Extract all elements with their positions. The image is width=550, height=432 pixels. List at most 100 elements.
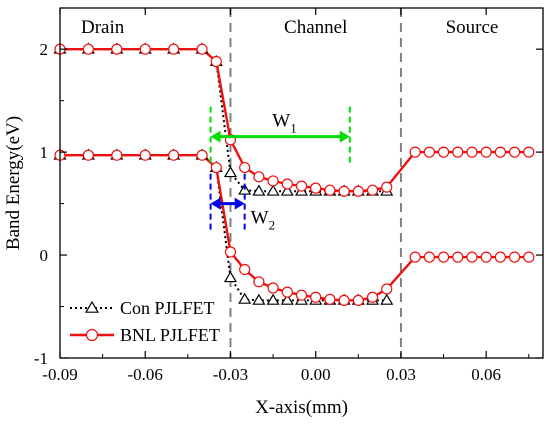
region-boundaries (229, 8, 402, 358)
w2-arrow-head-left (210, 197, 221, 210)
w1-arrow-head-left (210, 130, 221, 143)
data-point-circle (480, 146, 492, 158)
data-point-circle (494, 251, 506, 263)
data-point-triangle (380, 293, 394, 305)
data-point-circle (196, 43, 208, 55)
series-line-0-1 (60, 154, 387, 302)
data-point-circle (338, 294, 350, 306)
data-point-circle (437, 146, 450, 158)
legend-marker-1 (85, 328, 99, 342)
data-point-triangle (266, 184, 280, 196)
legend-marker-0 (84, 300, 100, 313)
w1-arrow-head-right (339, 130, 350, 143)
series-line-1-0 (60, 48, 529, 193)
data-point-circle (196, 149, 208, 161)
data-point-circle (267, 282, 279, 294)
data-point-circle (508, 251, 521, 263)
region-label-source: Source (446, 17, 499, 38)
region-label-drain: Drain (81, 17, 125, 38)
data-point-circle (111, 43, 123, 55)
data-point-circle (466, 251, 478, 263)
legend: Con PJLFET BNL PJLFET (70, 298, 220, 345)
w2-label: W (251, 208, 269, 229)
data-point-circle (253, 276, 265, 288)
series-line-0-0 (60, 48, 387, 193)
data-point-triangle (252, 293, 266, 305)
w2-label-sub: 2 (269, 218, 276, 233)
data-point-circle (423, 251, 435, 263)
data-point-circle (168, 43, 180, 55)
series-line-1-1 (60, 154, 529, 302)
data-point-circle (324, 293, 336, 305)
data-point-circle (366, 184, 379, 196)
x-tick-label: 0.00 (301, 365, 331, 384)
y-tick-label: -1 (34, 349, 48, 368)
x-tick-label: 0.06 (471, 365, 501, 384)
data-point-circle (295, 180, 308, 192)
y-axis-title: Band Energy(eV) (3, 116, 24, 250)
y-tick-label: 0 (40, 246, 49, 265)
data-point-triangle (223, 271, 238, 283)
data-point-circle (523, 251, 535, 263)
data-point-circle (310, 291, 322, 303)
data-point-circle (452, 251, 464, 263)
legend-label-0: Con PJLFET (120, 298, 215, 318)
legend-label-1: BNL PJLFET (120, 325, 220, 345)
annotations-layer: W 1W 2 (209, 106, 351, 234)
data-point-circle (139, 43, 151, 55)
data-point-circle (437, 251, 450, 263)
data-point-triangle (252, 184, 266, 196)
data-point-circle (423, 146, 435, 158)
x-tick-label: -0.03 (213, 365, 248, 384)
data-point-circle (338, 185, 350, 197)
data-point-circle (452, 146, 464, 158)
data-point-circle (310, 182, 322, 194)
data-point-triangle (280, 293, 294, 305)
region-label-channel: Channel (284, 17, 347, 38)
data-point-triangle (266, 293, 280, 305)
x-tick-label: -0.06 (128, 365, 163, 384)
x-axis-title: X-axis(mm) (255, 397, 348, 418)
data-point-circle (409, 251, 421, 263)
w1-label-sub: 1 (290, 121, 297, 136)
data-point-circle (82, 149, 95, 161)
axes-layer: -0.09 -0.06 -0.03 0.00 0.03 0.06 -1 0 1 2 X-axis(m… (3, 8, 543, 418)
data-point-triangle (280, 184, 294, 196)
y-tick-label: 2 (40, 40, 49, 59)
data-point-circle (352, 185, 364, 197)
data-point-circle (352, 294, 364, 306)
x-tick-label: -0.09 (42, 365, 77, 384)
data-point-triangle (238, 292, 252, 304)
data-point-circle (267, 175, 279, 187)
data-point-circle (281, 286, 293, 298)
series-layer (53, 42, 535, 306)
data-point-circle (239, 161, 251, 174)
data-point-circle (295, 289, 308, 301)
plot-frame (59, 7, 544, 359)
data-point-circle (239, 263, 251, 276)
data-point-circle (466, 146, 478, 158)
data-point-circle (253, 171, 265, 183)
data-point-circle (494, 146, 506, 158)
data-point-circle (381, 283, 393, 295)
data-point-circle (210, 55, 222, 68)
data-point-circle (523, 146, 535, 158)
data-point-circle (111, 149, 123, 161)
data-point-circle (324, 184, 336, 196)
y-tick-label: 1 (40, 143, 49, 162)
data-point-triangle (223, 166, 238, 178)
data-point-circle (224, 246, 237, 258)
data-point-circle (508, 146, 521, 158)
data-point-circle (281, 178, 293, 190)
data-point-circle (139, 149, 151, 161)
data-point-circle (381, 181, 393, 193)
data-point-circle (82, 43, 95, 55)
x-tick-label: 0.03 (386, 365, 416, 384)
w2-arrow-head-right (234, 197, 245, 210)
data-point-circle (168, 149, 180, 161)
data-point-circle (366, 291, 379, 303)
region-labels: Drain Channel Source (81, 17, 498, 38)
data-point-circle (480, 251, 492, 263)
data-point-circle (409, 146, 421, 158)
